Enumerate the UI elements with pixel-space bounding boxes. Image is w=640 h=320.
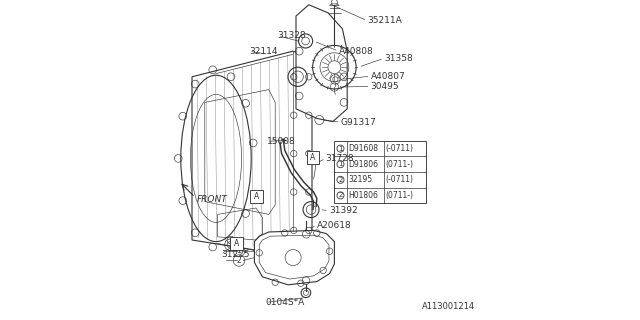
Text: A40807: A40807 xyxy=(371,72,405,81)
Text: H01806: H01806 xyxy=(348,191,378,200)
FancyBboxPatch shape xyxy=(307,151,319,164)
Text: (0711-): (0711-) xyxy=(385,160,413,169)
Text: 1: 1 xyxy=(338,161,343,167)
Text: 32114: 32114 xyxy=(249,47,278,56)
FancyBboxPatch shape xyxy=(250,190,263,203)
Text: A: A xyxy=(310,153,316,162)
Text: (-0711): (-0711) xyxy=(385,144,413,153)
Text: 35211A: 35211A xyxy=(367,16,402,25)
Polygon shape xyxy=(254,230,334,285)
Text: 2: 2 xyxy=(237,256,241,265)
Text: A113001214: A113001214 xyxy=(422,302,475,311)
Text: A40808: A40808 xyxy=(339,47,373,56)
Text: 0104S*A: 0104S*A xyxy=(266,298,305,307)
Text: 31225: 31225 xyxy=(221,250,250,259)
Text: G91317: G91317 xyxy=(340,118,376,127)
Text: 1: 1 xyxy=(237,246,241,255)
Text: D91806: D91806 xyxy=(348,160,378,169)
FancyBboxPatch shape xyxy=(230,237,243,250)
Text: 30495: 30495 xyxy=(371,82,399,91)
Text: 2: 2 xyxy=(339,192,342,198)
Text: 31392: 31392 xyxy=(329,206,358,215)
Text: 31728: 31728 xyxy=(326,154,355,163)
Text: FRONT: FRONT xyxy=(197,195,228,204)
Polygon shape xyxy=(296,5,347,122)
Text: A20618: A20618 xyxy=(317,221,351,230)
Text: A: A xyxy=(234,239,239,248)
Text: D91608: D91608 xyxy=(348,144,378,153)
Text: 31358: 31358 xyxy=(384,54,413,63)
Bar xyxy=(334,141,426,203)
Text: 32195: 32195 xyxy=(348,175,372,184)
Text: (0711-): (0711-) xyxy=(385,191,413,200)
Text: 2: 2 xyxy=(339,177,342,183)
Text: (-0711): (-0711) xyxy=(385,175,413,184)
Text: A: A xyxy=(254,192,259,201)
Text: 31328: 31328 xyxy=(278,31,307,40)
Text: 1: 1 xyxy=(338,146,343,152)
Text: 15008: 15008 xyxy=(268,137,296,146)
